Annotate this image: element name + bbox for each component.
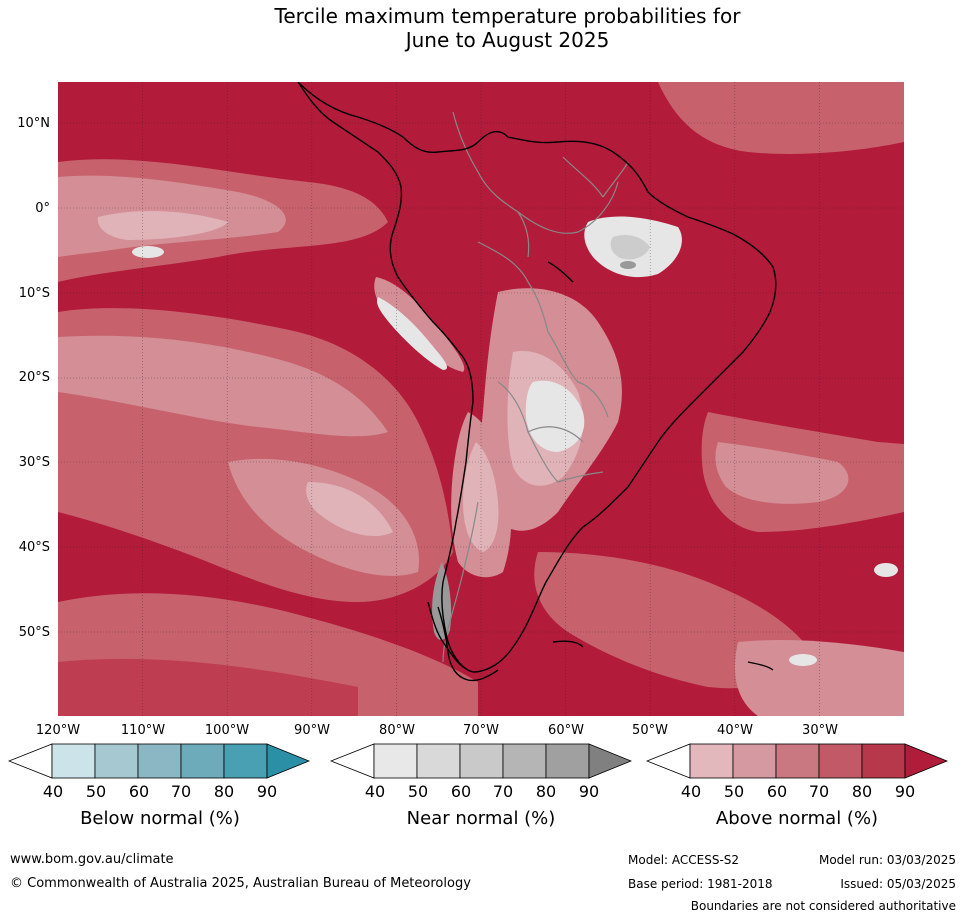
footer-copyright: © Commonwealth of Australia 2025, Austra… bbox=[10, 876, 471, 891]
pacific-near-normal-patch bbox=[132, 246, 164, 258]
colorbar-near-normal bbox=[330, 743, 632, 779]
pacific-tropical-band-light bbox=[97, 210, 228, 240]
below-tick-80: 80 bbox=[213, 782, 235, 801]
above-bar-segment bbox=[732, 743, 777, 779]
below-tick-90: 90 bbox=[256, 782, 278, 801]
above-bar-min-triangle bbox=[646, 743, 691, 779]
lat-label-20s: 20°S bbox=[18, 370, 50, 385]
below-bar-min-triangle bbox=[8, 743, 53, 779]
above-tick-50: 50 bbox=[723, 782, 745, 801]
above-bar-max-triangle bbox=[904, 743, 948, 779]
footer-model: Model: ACCESS-S2 bbox=[628, 853, 740, 867]
below-normal-label: Below normal (%) bbox=[80, 808, 240, 829]
peru-near-normal-patch bbox=[374, 277, 465, 372]
atlantic-east-near-normal bbox=[874, 563, 898, 577]
pacific-south-band bbox=[228, 458, 419, 576]
lon-label-80w: 80°W bbox=[379, 723, 415, 738]
above-bar-segment bbox=[689, 743, 734, 779]
below-bar-segment bbox=[94, 743, 139, 779]
lon-label-90w: 90°W bbox=[294, 723, 330, 738]
ne-brazil-near-normal-dark bbox=[620, 261, 636, 269]
near-bar-segment bbox=[416, 743, 461, 779]
footer-disclaimer: Boundaries are not considered authoritat… bbox=[690, 899, 956, 913]
near-tick-50: 50 bbox=[407, 782, 429, 801]
title-line-2: June to August 2025 bbox=[405, 28, 610, 52]
near-bar-segment bbox=[502, 743, 547, 779]
lon-label-40w: 40°W bbox=[717, 723, 753, 738]
lat-label-50s: 50°S bbox=[18, 625, 50, 640]
atlantic-tropical-light bbox=[658, 82, 904, 154]
above-bar-segment bbox=[775, 743, 820, 779]
atlantic-near-normal-patch bbox=[789, 654, 817, 666]
atlantic-far-south-light bbox=[734, 640, 904, 716]
lon-label-30w: 30°W bbox=[802, 723, 838, 738]
near-tick-80: 80 bbox=[535, 782, 557, 801]
below-bar-segment bbox=[223, 743, 268, 779]
pacific-far-south bbox=[58, 658, 358, 716]
ne-brazil-near-normal-core bbox=[610, 235, 650, 260]
near-bar-segment bbox=[459, 743, 504, 779]
peru-near-normal-inner bbox=[376, 297, 448, 370]
country-borders bbox=[442, 111, 629, 663]
footer-issued: Issued: 05/03/2025 bbox=[840, 877, 956, 891]
lon-label-110w: 110°W bbox=[120, 723, 166, 738]
near-bar-segment bbox=[545, 743, 590, 779]
above-bar-segment bbox=[818, 743, 863, 779]
near-bar-max-triangle bbox=[588, 743, 632, 779]
near-tick-60: 60 bbox=[450, 782, 472, 801]
lon-label-50w: 50°W bbox=[632, 723, 668, 738]
near-tick-40: 40 bbox=[364, 782, 386, 801]
lat-label-10n: 10°N bbox=[17, 116, 50, 131]
lat-label-40s: 40°S bbox=[18, 540, 50, 555]
near-normal-label: Near normal (%) bbox=[406, 808, 556, 829]
footer-base-period: Base period: 1981-2018 bbox=[628, 877, 773, 891]
below-tick-40: 40 bbox=[42, 782, 64, 801]
footer-website: www.bom.gov.au/climate bbox=[10, 852, 174, 867]
below-bar-segment bbox=[137, 743, 182, 779]
title-line-1: Tercile maximum temperature probabilitie… bbox=[274, 4, 741, 28]
lon-label-100w: 100°W bbox=[204, 723, 250, 738]
gridlines bbox=[58, 82, 904, 716]
pacific-mid-band-light bbox=[58, 335, 388, 437]
below-tick-50: 50 bbox=[85, 782, 107, 801]
above-tick-60: 60 bbox=[766, 782, 788, 801]
near-bar-min-triangle bbox=[330, 743, 375, 779]
above-tick-80: 80 bbox=[851, 782, 873, 801]
above-bar-segment bbox=[861, 743, 906, 779]
below-tick-60: 60 bbox=[128, 782, 150, 801]
above-tick-40: 40 bbox=[680, 782, 702, 801]
below-bar-segment bbox=[51, 743, 96, 779]
paraguay-near-normal-patch bbox=[525, 380, 585, 452]
map-title: Tercile maximum temperature probabilitie… bbox=[0, 4, 965, 52]
near-tick-90: 90 bbox=[578, 782, 600, 801]
near-bar-segment bbox=[373, 743, 418, 779]
probability-map bbox=[58, 82, 904, 716]
lat-label-0: 0° bbox=[35, 201, 50, 216]
lon-label-120w: 120°W bbox=[35, 723, 81, 738]
below-bar-max-triangle bbox=[266, 743, 310, 779]
above-tick-70: 70 bbox=[808, 782, 830, 801]
below-bar-segment bbox=[180, 743, 225, 779]
lon-label-60w: 60°W bbox=[548, 723, 584, 738]
near-tick-70: 70 bbox=[492, 782, 514, 801]
atlantic-coastal-lighter bbox=[715, 442, 849, 504]
lat-label-30s: 30°S bbox=[18, 455, 50, 470]
lon-label-70w: 70°W bbox=[463, 723, 499, 738]
above-tick-90: 90 bbox=[894, 782, 916, 801]
above-normal-label: Above normal (%) bbox=[715, 808, 879, 829]
colorbar-below-normal bbox=[8, 743, 310, 779]
lat-label-10s: 10°S bbox=[18, 286, 50, 301]
footer-model-run: Model run: 03/03/2025 bbox=[818, 853, 956, 867]
colorbar-above-normal bbox=[646, 743, 948, 779]
coastlines bbox=[297, 82, 777, 682]
below-tick-70: 70 bbox=[170, 782, 192, 801]
pacific-south-band-light bbox=[306, 482, 393, 537]
